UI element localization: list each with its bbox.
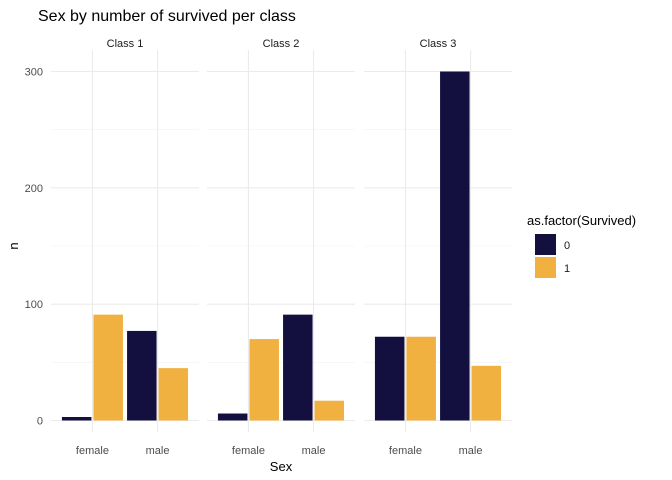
x-tick-label: female	[389, 445, 422, 457]
legend-label: 0	[564, 240, 570, 252]
facet-label: Class 2	[263, 38, 300, 50]
y-tick-label: 200	[25, 183, 43, 195]
y-axis-label: n	[6, 242, 21, 249]
x-axis-label: Sex	[270, 459, 293, 474]
legend-title: as.factor(Survived)	[527, 213, 636, 228]
y-tick-label: 0	[37, 416, 43, 428]
y-tick-label: 100	[25, 299, 43, 311]
panel-1: Class 1 female male	[51, 38, 199, 457]
bar-female-1	[406, 336, 436, 421]
legend-key-1	[535, 257, 556, 278]
bar-female-0	[217, 413, 248, 421]
bar-female-0	[374, 336, 405, 421]
bar-male-1	[158, 368, 189, 421]
legend-key-0	[535, 234, 556, 255]
bar-female-0	[61, 417, 92, 421]
x-tick-label: male	[302, 445, 326, 457]
bar-female-1	[93, 314, 123, 421]
x-tick-label: male	[459, 445, 483, 457]
x-tick-label: female	[76, 445, 109, 457]
panel-2: Class 2 female male	[207, 38, 355, 457]
chart-title: Sex by number of survived per class	[38, 8, 296, 25]
legend-label: 1	[564, 263, 570, 275]
bar-female-1	[249, 339, 279, 421]
bar-male-0	[283, 314, 313, 421]
y-tick-label: 300	[25, 67, 43, 79]
bar-male-1	[471, 365, 502, 421]
bar-male-1	[314, 400, 345, 421]
x-tick-label: male	[146, 445, 170, 457]
x-tick-label: female	[232, 445, 265, 457]
legend: as.factor(Survived) 0 1	[527, 213, 636, 278]
facet-label: Class 3	[420, 38, 457, 50]
panel-3: Class 3 female male	[364, 38, 512, 457]
bar-male-0	[440, 71, 470, 421]
facet-label: Class 1	[107, 38, 144, 50]
bar-male-0	[127, 330, 157, 421]
